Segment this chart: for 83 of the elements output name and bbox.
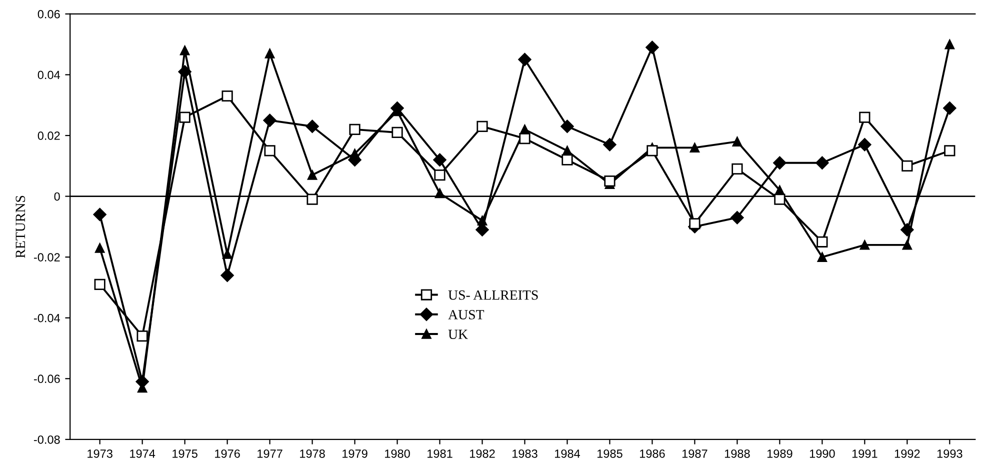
x-tick-label: 1980 [385,449,410,458]
x-tick-label: 1985 [597,449,622,458]
point [136,330,148,342]
point [519,132,530,144]
x-tick-label: 1983 [512,449,538,458]
point [306,120,319,133]
point [179,112,190,123]
point [816,156,829,170]
y-tick-label: -0.08 [34,435,60,444]
x-tick-label: 1990 [810,449,835,458]
point [902,240,912,250]
point [180,46,190,56]
point [732,136,742,146]
x-tick-label: 1976 [215,449,240,458]
point [178,65,192,78]
point [943,102,956,115]
x-tick-label: 1989 [767,449,792,458]
point [690,142,700,153]
point [349,124,360,135]
point [264,48,275,58]
point [222,90,233,102]
point [944,145,956,156]
point [859,112,870,123]
legend-label: UK [448,330,468,340]
y-axis-title: RETURNS [16,196,26,258]
point [264,145,276,156]
point [860,240,870,250]
x-tick-label: 1991 [852,449,878,458]
point [689,218,700,230]
point [93,208,106,222]
point [263,114,276,127]
point [307,170,318,180]
x-tick-label: 1979 [342,449,368,458]
point [646,145,658,156]
point [732,163,743,174]
x-tick-label: 1974 [130,449,156,458]
point [604,176,616,187]
point [816,236,828,248]
x-tick-label: 1986 [640,449,665,458]
x-tick-label: 1987 [682,449,708,458]
point [858,138,872,152]
x-tick-label: 1973 [88,449,112,458]
point [902,160,913,172]
point [646,40,659,54]
legend-label: US- ALLREITS [448,290,538,300]
x-tick-label: 1977 [258,449,282,458]
point [476,120,488,132]
y-tick-label: 0.02 [38,132,60,140]
y-tick-label: -0.02 [34,253,60,262]
point [222,249,232,259]
x-tick-label: 1978 [300,449,325,458]
x-tick-label: 1982 [470,449,495,458]
legend-label: AUST [448,310,484,320]
point [136,375,149,388]
y-tick-label: -0.06 [34,374,60,384]
point [944,39,955,50]
point [562,154,573,166]
y-tick-label: 0.06 [38,10,60,18]
point [603,138,616,152]
x-tick-label: 1993 [937,449,962,458]
y-tick-label: 0.04 [38,70,60,80]
point [220,268,234,282]
point [773,156,786,170]
x-tick-label: 1984 [555,449,580,458]
point [94,278,106,290]
point [900,223,914,236]
point [433,153,446,166]
point [392,126,403,138]
point [774,194,786,205]
point [817,252,828,262]
point [560,120,574,133]
point [730,210,744,224]
point [518,52,532,66]
point [94,243,105,253]
y-tick-label: -0.04 [34,314,60,322]
x-tick-label: 1988 [724,449,750,458]
y-tick-label: 0 [54,192,60,201]
point [434,169,446,181]
x-tick-label: 1992 [894,449,920,458]
point [434,188,445,198]
point [306,194,318,205]
x-tick-label: 1975 [172,449,198,458]
x-tick-label: 1981 [428,449,452,458]
